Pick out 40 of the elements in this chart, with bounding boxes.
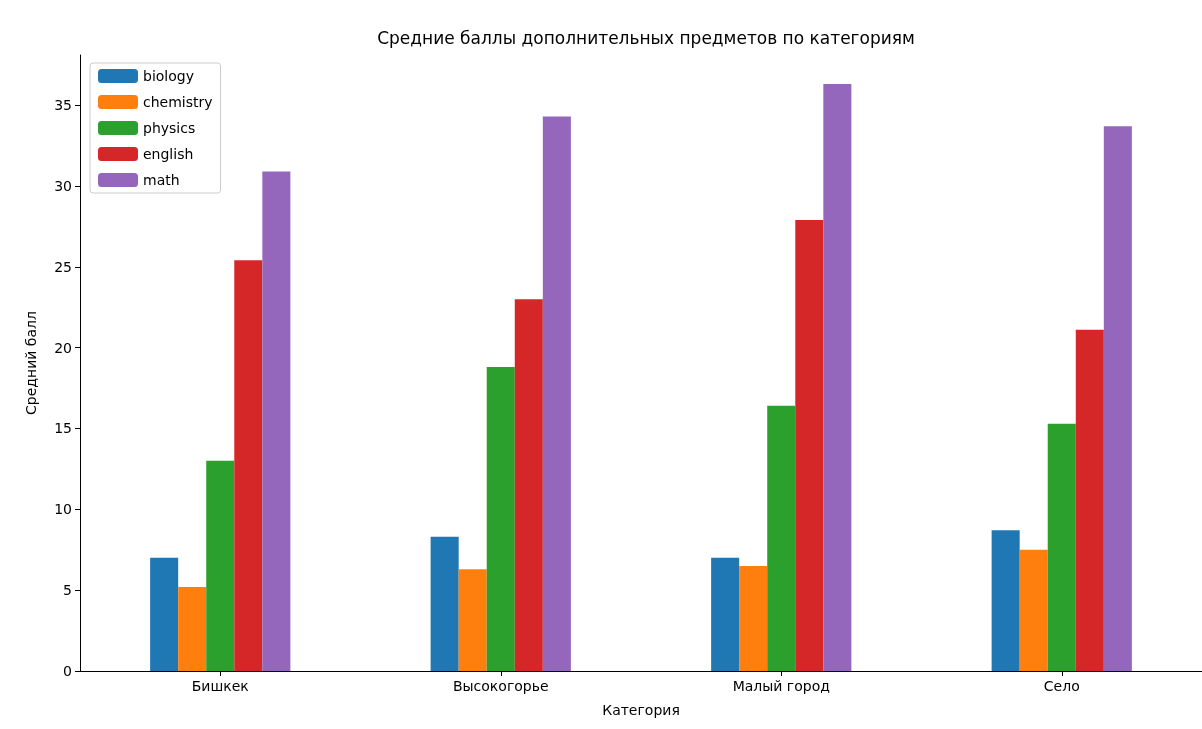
legend-label: physics (143, 120, 196, 136)
y-tick-label: 20 (54, 339, 72, 356)
legend-label: biology (143, 68, 194, 84)
x-tick-label: Малый город (732, 678, 830, 694)
bar (234, 260, 263, 671)
bar (991, 530, 1020, 671)
bar (514, 299, 543, 671)
y-tick-label: 30 (54, 177, 72, 194)
y-tick-label: 0 (63, 663, 72, 679)
y-tick-label: 35 (54, 97, 72, 114)
bar (1047, 423, 1076, 671)
legend-label: chemistry (143, 94, 213, 110)
bar (430, 536, 459, 671)
legend-label: math (143, 172, 180, 188)
x-tick-label: Село (1043, 678, 1080, 694)
bar (206, 460, 235, 671)
x-tick-label: Бишкек (191, 678, 249, 694)
bar (178, 586, 207, 671)
bar (262, 171, 291, 671)
y-tick-label: 15 (54, 420, 72, 437)
bar (711, 557, 740, 671)
bar (739, 565, 768, 671)
bar (1103, 126, 1132, 671)
legend-label: english (143, 146, 194, 162)
y-tick-label: 25 (54, 258, 72, 275)
bar (795, 219, 824, 671)
y-axis-title: Средний балл (23, 311, 39, 415)
bar (486, 367, 515, 671)
bar (1019, 549, 1048, 671)
bar (823, 84, 852, 671)
bar (542, 116, 571, 671)
bar (1075, 329, 1104, 671)
x-axis-title: Категория (602, 702, 680, 718)
x-tick-label: Высокогорье (452, 678, 549, 694)
y-tick-label: 10 (54, 501, 72, 518)
chart-title: Средние баллы дополнительных предметов по категориям (377, 27, 915, 48)
bar (458, 569, 487, 671)
bar (767, 405, 796, 671)
bar (150, 557, 179, 671)
y-tick-label: 5 (63, 582, 72, 599)
